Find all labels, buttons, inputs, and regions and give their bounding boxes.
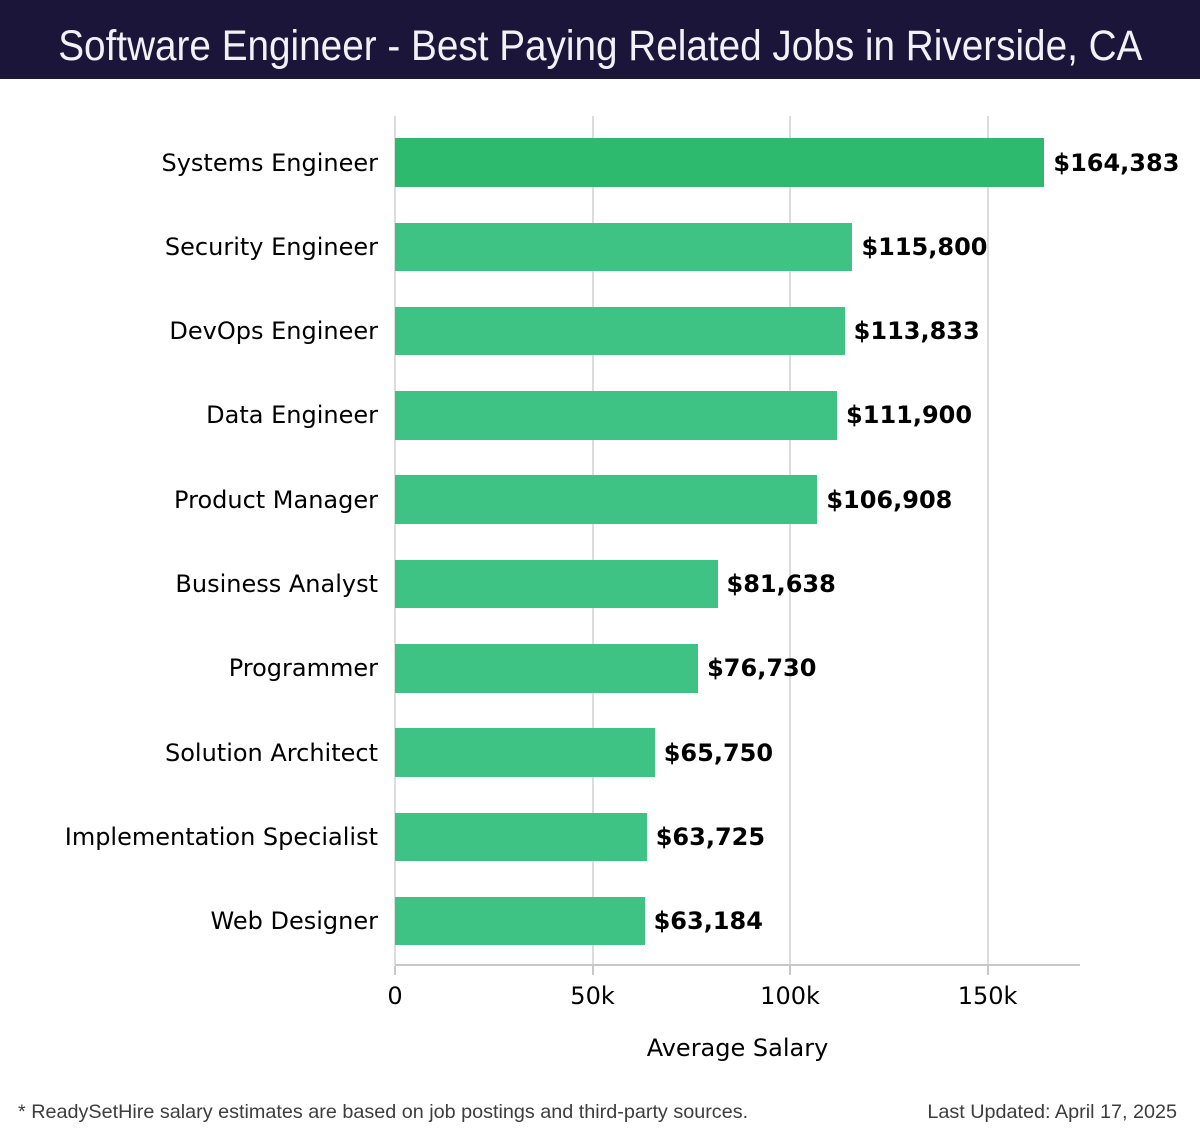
value-label: $164,383 <box>1053 148 1180 177</box>
value-label: $63,184 <box>653 907 763 936</box>
x-axis-title: Average Salary <box>646 1034 829 1062</box>
x-tick-label: 100k <box>760 982 820 1010</box>
header-band: Software Engineer - Best Paying Related … <box>0 0 1200 79</box>
category-label: Security Engineer <box>164 232 378 261</box>
bar-7 <box>395 728 655 777</box>
value-label: $113,833 <box>853 317 980 346</box>
x-axis-line <box>395 963 1080 966</box>
bar-1 <box>395 222 853 272</box>
category-label: Web Designer <box>210 907 378 936</box>
x-tick-label: 50k <box>570 982 615 1010</box>
category-label: Business Analyst <box>175 570 378 598</box>
gridline-0 <box>394 116 396 965</box>
gridline-150k <box>986 116 989 965</box>
value-label: $76,730 <box>707 654 817 683</box>
category-label: Systems Engineer <box>161 148 378 177</box>
footer-source-note: * ReadySetHire salary estimates are base… <box>18 1101 749 1123</box>
x-tick-label: 0 <box>387 982 403 1010</box>
category-label: Programmer <box>228 654 378 683</box>
bar-9 <box>395 896 645 946</box>
value-label: $106,908 <box>826 485 953 514</box>
footer-last-updated: Last Updated: April 17, 2025 <box>927 1101 1177 1123</box>
value-label: $115,800 <box>861 232 988 261</box>
bar-4 <box>395 475 818 524</box>
bar-3 <box>395 391 838 440</box>
value-label: $65,750 <box>663 738 774 767</box>
category-label: Solution Architect <box>164 738 378 767</box>
x-tick-100k <box>789 965 792 975</box>
value-label: $81,638 <box>726 570 836 598</box>
x-tick-50k <box>591 965 594 975</box>
value-label: $111,900 <box>846 401 973 430</box>
bar-2 <box>395 306 845 356</box>
category-label: Data Engineer <box>206 401 378 430</box>
category-label: Product Manager <box>174 485 378 514</box>
bar-5 <box>395 559 718 609</box>
gridline-100k <box>789 116 792 965</box>
x-tick-0 <box>394 965 396 975</box>
x-tick-150k <box>986 965 989 975</box>
page-title: Software Engineer - Best Paying Related … <box>57 22 1143 70</box>
bar-0 <box>395 138 1045 187</box>
category-label: Implementation Specialist <box>64 822 378 851</box>
gridline-50k <box>591 116 594 965</box>
value-label: $63,725 <box>655 822 766 851</box>
category-label: DevOps Engineer <box>169 317 378 346</box>
x-tick-label: 150k <box>957 982 1018 1010</box>
bar-6 <box>395 644 699 693</box>
bar-8 <box>395 812 647 862</box>
